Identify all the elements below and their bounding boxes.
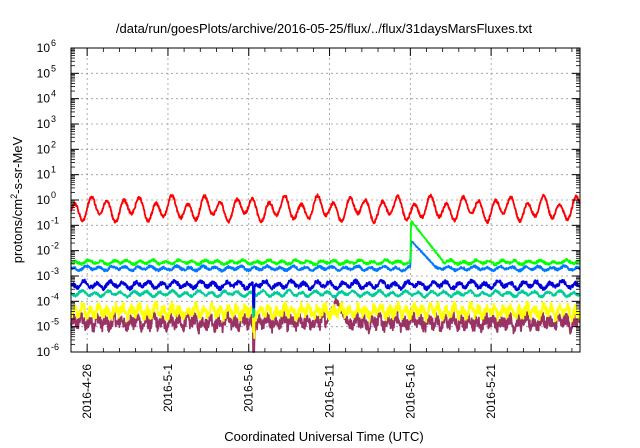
y-axis-title-main: protons/cm	[10, 199, 25, 263]
y-tick-exponent: -6	[51, 342, 59, 352]
x-tick-label: 2016-5-21	[484, 364, 498, 419]
y-tick-label: 102	[37, 139, 56, 156]
y-tick-exponent: -5	[51, 317, 59, 327]
y-tick-base: 10	[37, 117, 51, 131]
y-tick-base: 10	[37, 66, 51, 80]
y-tick-label: 10-1	[37, 215, 59, 232]
x-tick-label: 2016-4-26	[80, 364, 94, 419]
y-tick-label: 10-3	[37, 266, 59, 283]
y-tick-base: 10	[37, 244, 51, 258]
x-tick-label: 2016-5-11	[323, 364, 337, 418]
y-tick-label: 10-5	[37, 317, 59, 334]
series-line	[70, 193, 581, 225]
y-tick-exponent: 1	[51, 165, 56, 175]
series-line	[70, 220, 581, 267]
x-tick-label: 2016-5-6	[242, 364, 256, 412]
y-tick-exponent: 3	[51, 114, 56, 124]
y-tick-exponent: 6	[51, 38, 56, 48]
grid	[71, 48, 580, 352]
y-tick-base: 10	[37, 193, 51, 207]
y-tick-label: 103	[37, 114, 56, 131]
y-tick-label: 105	[37, 63, 56, 80]
y-tick-labels: 10-610-510-410-310-210-11001011021031041…	[37, 38, 59, 359]
y-tick-base: 10	[37, 168, 51, 182]
series-line	[70, 300, 581, 340]
y-tick-base: 10	[37, 92, 51, 106]
chart-title: /data/run/goesPlots/archive/2016-05-25/f…	[116, 21, 533, 36]
ticks	[70, 47, 580, 353]
y-axis-title-sup: 2	[9, 194, 19, 199]
y-tick-base: 10	[37, 269, 51, 283]
x-tick-labels: 2016-4-26 2016-5-1 2016-5-6 2016-5-11 2016-5…	[80, 364, 498, 419]
y-tick-base: 10	[37, 345, 51, 359]
series-line	[70, 240, 581, 273]
series-layer	[70, 193, 581, 353]
y-tick-exponent: 0	[51, 190, 56, 200]
x-tick-label: 2016-5-1	[161, 364, 175, 412]
series-line	[70, 296, 581, 353]
y-tick-label: 100	[37, 190, 56, 207]
y-axis-title-rest: -s-sr-MeV	[10, 136, 25, 193]
x-tick-label: 2016-5-16	[403, 364, 417, 419]
y-tick-label: 106	[37, 38, 56, 55]
y-tick-exponent: 2	[51, 139, 56, 149]
y-tick-exponent: 5	[51, 63, 56, 73]
y-axis-title: protons/cm2-s-sr-MeV	[9, 136, 25, 263]
y-tick-exponent: -4	[51, 291, 59, 301]
y-tick-base: 10	[37, 218, 51, 232]
y-tick-base: 10	[37, 142, 51, 156]
y-tick-base: 10	[37, 41, 51, 55]
y-tick-label: 10-6	[37, 342, 59, 359]
y-tick-exponent: -1	[51, 215, 59, 225]
y-tick-exponent: -2	[51, 241, 59, 251]
y-tick-label: 104	[37, 89, 56, 106]
y-tick-exponent: -3	[51, 266, 59, 276]
y-tick-base: 10	[37, 320, 51, 334]
y-tick-label: 10-4	[37, 291, 59, 308]
series-line	[70, 288, 581, 319]
y-tick-base: 10	[37, 294, 51, 308]
x-axis-title: Coordinated Universal Time (UTC)	[224, 429, 423, 444]
y-tick-label: 10-2	[37, 241, 59, 258]
series-line	[70, 278, 581, 309]
y-tick-label: 101	[37, 165, 56, 182]
y-tick-exponent: 4	[51, 89, 56, 99]
